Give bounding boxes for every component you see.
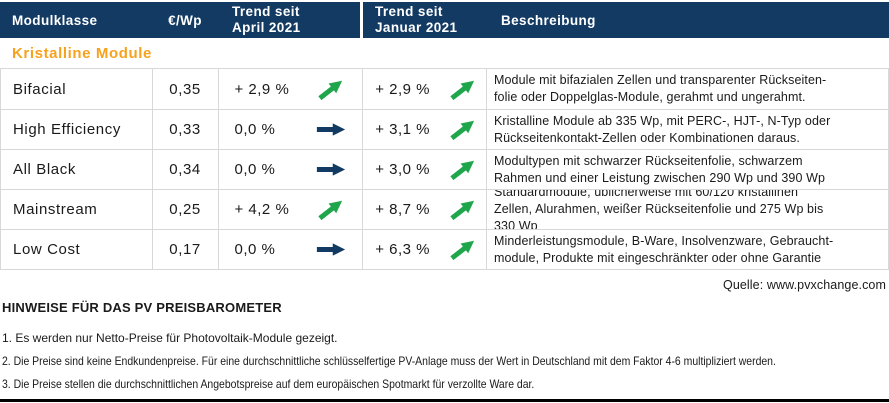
trend-arrow-icon [447,114,480,144]
trend-januar-cell: + 3,1 % [363,110,487,149]
source-line: Quelle: www.pvxchange.com [723,278,886,292]
module-class-label: All Black [13,161,76,178]
table-row-all-black: All Black 0,34 0,0 % + 3,0 % Modultypen … [1,149,888,189]
price-cell: 0,35 [153,69,219,109]
module-class-label: Bifacial [13,80,67,98]
table-header: Modulklasse €/Wp Trend seit April 2021 T… [0,2,889,38]
trend-januar-cell: + 8,7 % [363,190,487,229]
description-cell: Minderleistungsmodule, B-Ware, Insolvenz… [487,230,888,269]
description-text: Minderleistungsmodule, B-Ware, Insolvenz… [493,233,834,265]
trend-april-cell: 0,0 % [219,150,364,189]
module-class-label: High Efficiency [13,121,121,138]
header-price: €/Wp [152,2,218,38]
trend-april-value: 0,0 % [234,241,276,258]
module-class-cell: High Efficiency [1,110,153,149]
module-class-cell: Low Cost [1,230,153,269]
description-cell: Standardmodule, üblicherweise mit 60/120… [487,190,888,229]
trend-januar-cell: + 2,9 % [363,69,487,109]
module-class-cell: Bifacial [1,69,153,109]
trend-arrow-icon [315,194,348,224]
description-text: Standardmodule, üblicherweise mit 60/120… [493,190,824,229]
description-text: Module mit bifazialen Zellen und transpa… [493,73,827,104]
notes-title: HINWEISE FÜR DAS PV PREISBAROMETER [2,300,282,315]
header-trend-januar: Trend seit Januar 2021 [363,2,487,38]
trend-arrow-icon [316,242,346,257]
trend-arrow-icon [447,194,480,224]
module-class-cell: All Black [1,150,153,189]
price-value: 0,33 [169,121,201,138]
note-1: 1. Es werden nur Netto-Preise für Photov… [2,331,338,345]
note-2: 2. Die Preise sind keine Endkundenpreise… [2,354,776,368]
trend-april-cell: 0,0 % [219,110,364,149]
trend-april-cell: + 4,2 % [219,190,364,229]
description-cell: Kristalline Module ab 335 Wp, mit PERC-,… [487,110,888,149]
trend-januar-value: + 3,0 % [375,161,431,178]
trend-april-value: + 2,9 % [234,80,290,98]
price-cell: 0,33 [153,110,219,149]
description-cell: Module mit bifazialen Zellen und transpa… [487,69,888,109]
price-value: 0,35 [169,80,201,98]
trend-arrow-icon [315,74,348,104]
trend-januar-value: + 3,1 % [375,121,431,138]
section-label: Kristalline Module [12,44,152,62]
note-3: 3. Die Preise stellen die durchschnittli… [2,377,535,391]
header-modulklasse: Modulklasse [0,2,152,38]
description-text: Modultypen mit schwarzer Rückseitenfolie… [493,153,826,185]
trend-april-value: 0,0 % [234,161,276,178]
module-class-label: Mainstream [13,201,98,218]
price-cell: 0,17 [153,230,219,269]
table-row-mainstream: Mainstream 0,25 + 4,2 % + 8,7 % Standard… [1,189,888,229]
trend-april-value: 0,0 % [234,121,276,138]
trend-arrow-icon [447,234,480,264]
price-value: 0,17 [169,241,201,258]
price-value: 0,34 [169,161,201,178]
module-class-label: Low Cost [13,241,81,258]
price-cell: 0,25 [153,190,219,229]
trend-april-value: + 4,2 % [234,201,290,218]
table-row-low-cost: Low Cost 0,17 0,0 % + 6,3 % Minderleistu… [1,229,888,269]
description-cell: Modultypen mit schwarzer Rückseitenfolie… [487,150,888,189]
trend-januar-value: + 2,9 % [375,80,431,98]
table-row-high-efficiency: High Efficiency 0,33 0,0 % + 3,1 % Krist… [1,109,888,149]
table-body: Bifacial 0,35 + 2,9 % + 2,9 % Module mit… [0,68,889,270]
bottom-divider [0,399,889,402]
trend-januar-value: + 8,7 % [375,201,431,218]
module-class-cell: Mainstream [1,190,153,229]
trend-januar-cell: + 3,0 % [363,150,487,189]
price-value: 0,25 [169,201,201,218]
trend-januar-value: + 6,3 % [375,241,431,258]
trend-arrow-icon [316,162,346,177]
header-trend-april: Trend seit April 2021 [218,2,363,38]
trend-arrow-icon [447,74,480,104]
section-row-kristalline-module: Kristalline Module [0,38,889,68]
trend-januar-cell: + 6,3 % [363,230,487,269]
trend-april-cell: + 2,9 % [219,69,364,109]
trend-arrow-icon [316,122,346,137]
table-row-bifacial: Bifacial 0,35 + 2,9 % + 2,9 % Module mit… [1,69,888,109]
header-beschreibung: Beschreibung [487,2,889,38]
description-text: Kristalline Module ab 335 Wp, mit PERC-,… [493,113,831,145]
trend-april-cell: 0,0 % [219,230,364,269]
price-cell: 0,34 [153,150,219,189]
trend-arrow-icon [447,154,480,184]
